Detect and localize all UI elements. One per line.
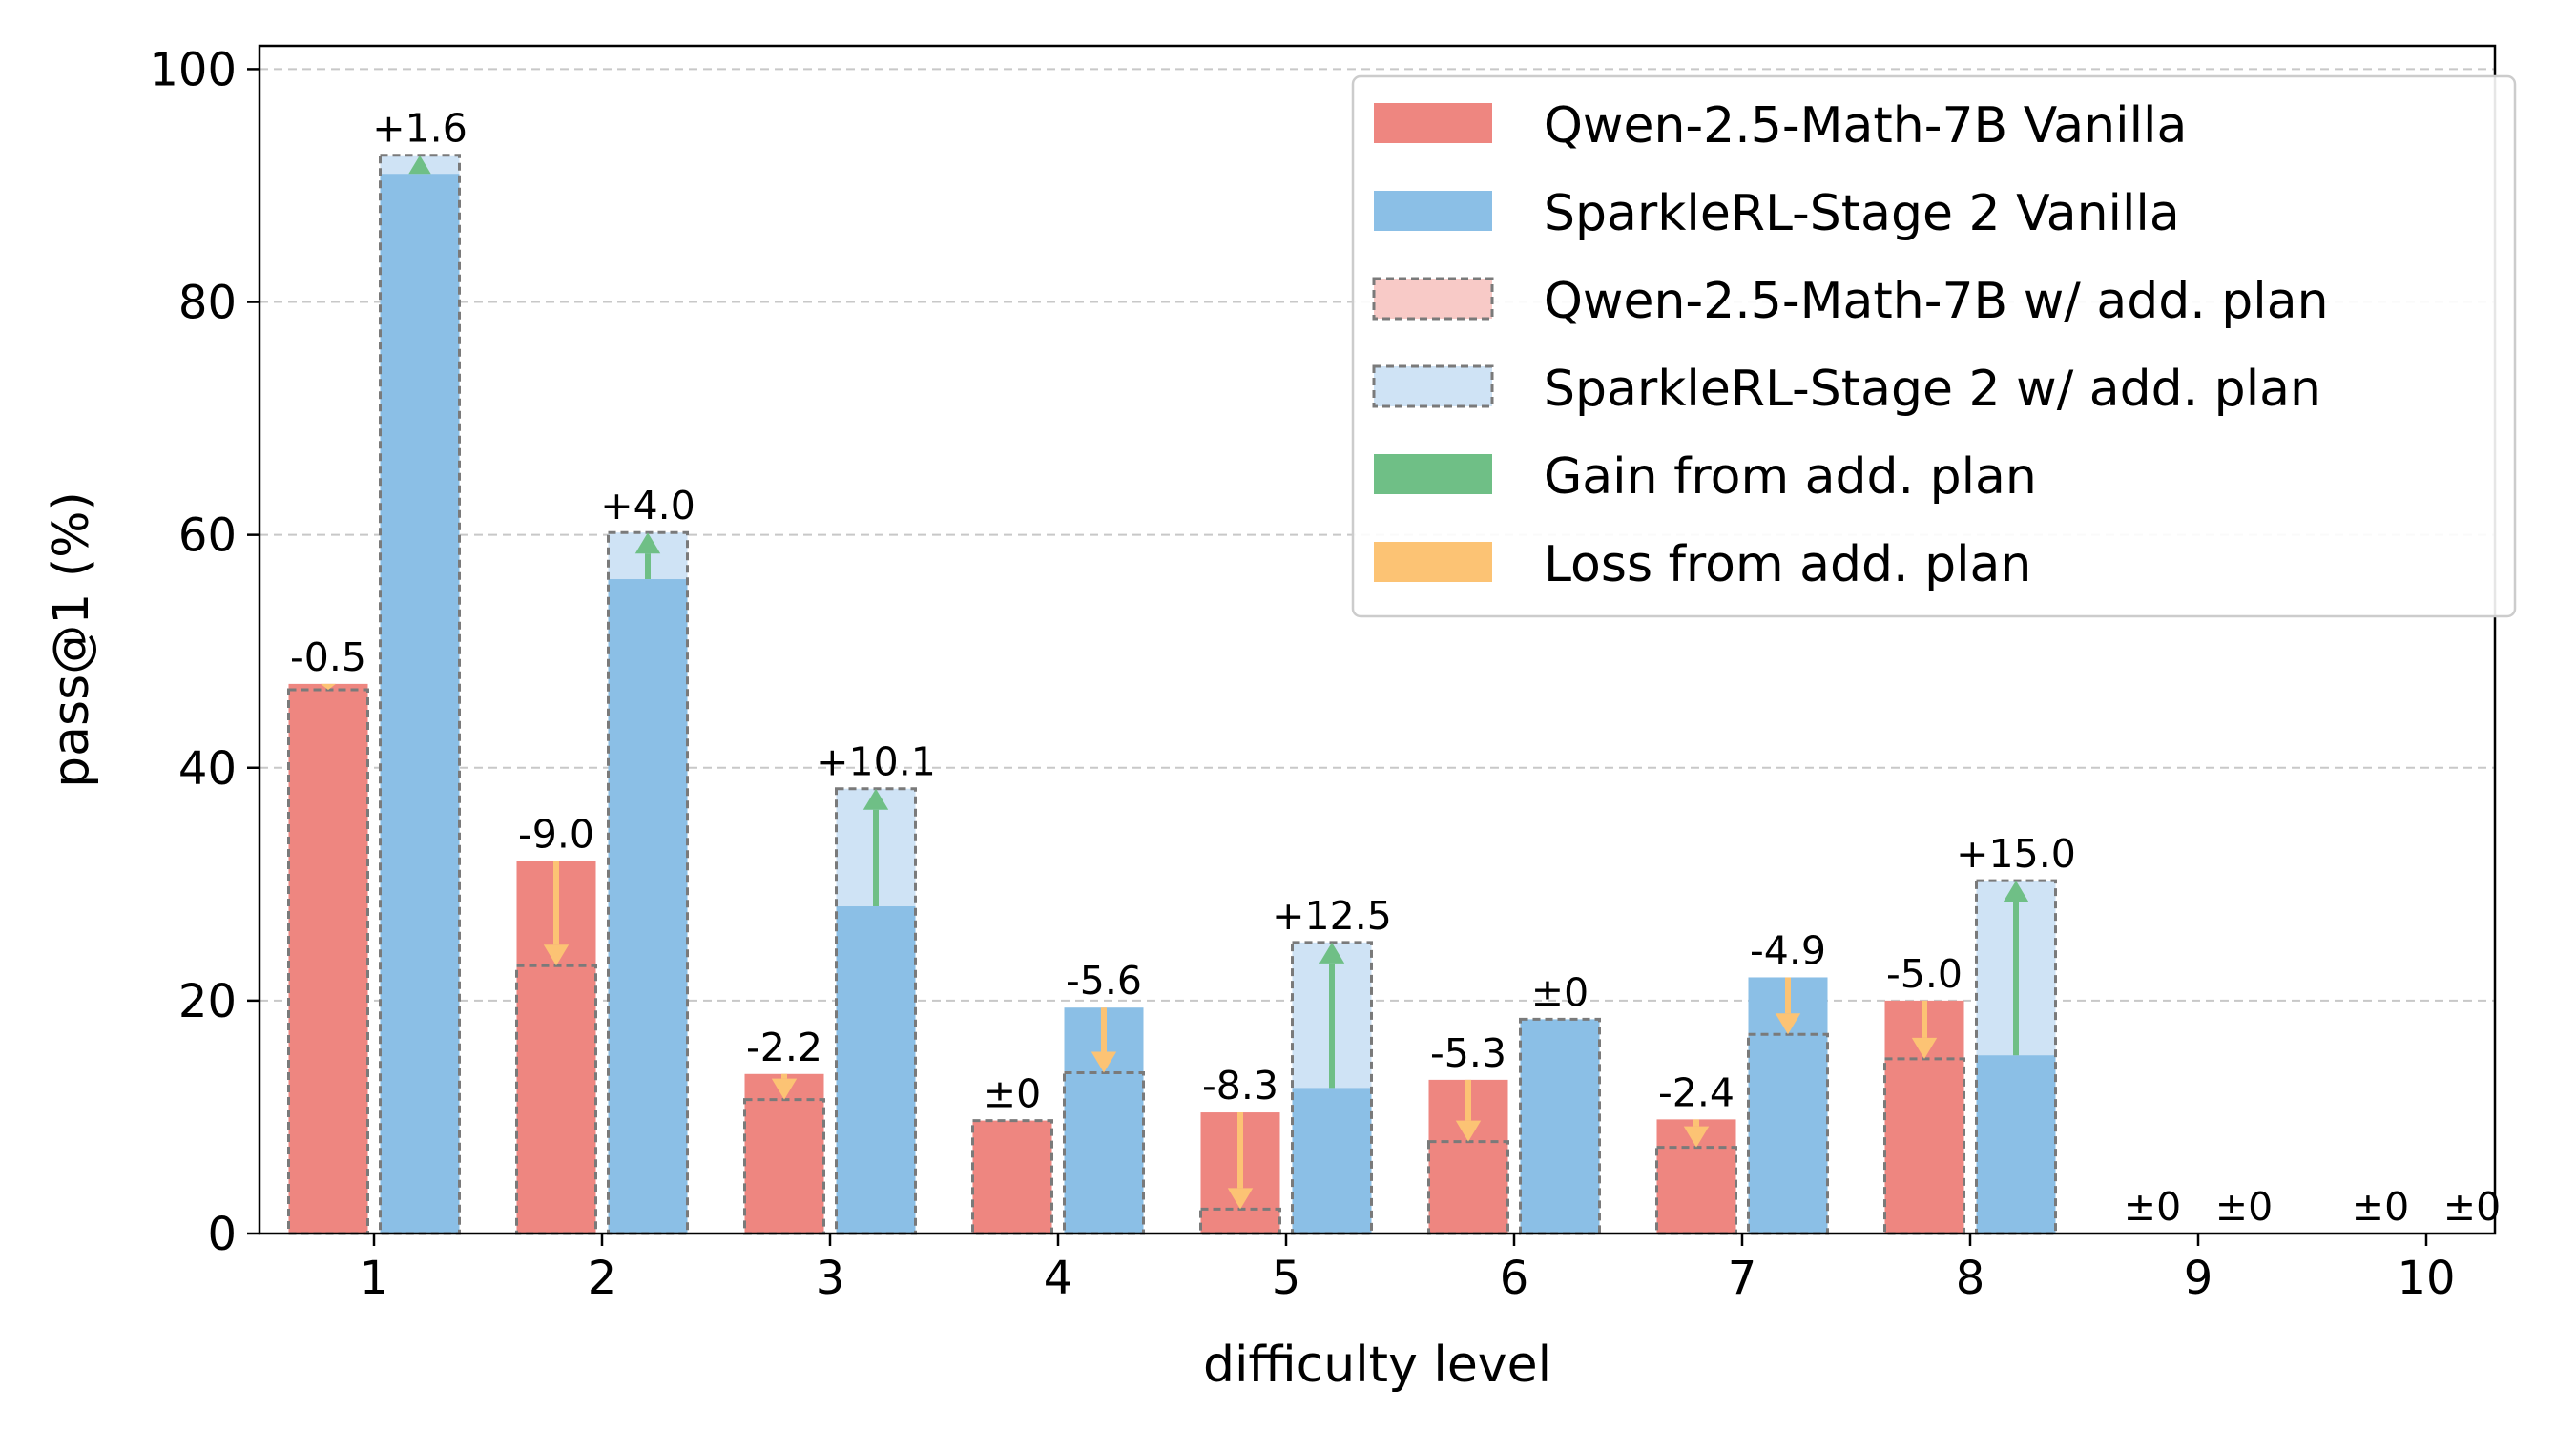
sparkle-delta-label: ±0: [2215, 1184, 2273, 1230]
y-tick-label: 80: [178, 277, 237, 330]
sparkle-delta-label: +15.0: [1956, 831, 2076, 877]
legend-entry-label: Gain from add. plan: [1544, 448, 2037, 506]
sparkle-plan-outline: [1519, 1017, 1601, 1235]
legend-entry-label: Qwen-2.5-Math-7B w/ add. plan: [1544, 273, 2329, 330]
loss-arrow-head: [771, 1078, 798, 1100]
legend-swatch-gain: [1374, 454, 1492, 494]
sparkle-delta-label: +12.5: [1272, 893, 1392, 939]
y-tick-label: 60: [178, 509, 237, 563]
legend-swatch-sparkle-vanilla: [1374, 191, 1492, 231]
qwen-delta-label: -5.3: [1430, 1030, 1506, 1076]
qwen-vanilla-bar: [288, 683, 368, 1234]
legend-entry-label: SparkleRL-Stage 2 w/ add. plan: [1544, 361, 2321, 418]
sparkle-delta-label: ±0: [1531, 969, 1589, 1015]
sparkle-delta-label: +1.6: [372, 106, 467, 152]
legend-entry-label: Loss from add. plan: [1544, 536, 2031, 593]
qwen-delta-label: -2.4: [1658, 1069, 1735, 1115]
sparkle-vanilla-bar: [1520, 1019, 1600, 1234]
x-tick-label: 6: [1500, 1252, 1529, 1305]
loss-arrow-head: [1911, 1037, 1938, 1059]
x-tick-label: 3: [816, 1252, 845, 1305]
qwen-delta-label: -9.0: [518, 811, 594, 857]
gain-arrow-head: [408, 155, 431, 175]
delta-labels: -0.5 +1.6 -9.0 +4.0 -2.2 +10.1 ±0 -5.6 -8.3 +12.5…: [290, 106, 2501, 1230]
loss-arrow-head: [1455, 1120, 1482, 1142]
loss-arrow-head: [543, 944, 570, 966]
legend-swatch-loss: [1374, 542, 1492, 582]
x-tick-label: 2: [588, 1252, 617, 1305]
y-axis-label: pass@1 (%): [43, 491, 100, 788]
y-tick-label: 100: [149, 43, 237, 96]
sparkle-vanilla-bar: [608, 579, 688, 1234]
x-tick-label: 1: [360, 1252, 389, 1305]
sparkle-vanilla-bar: [1292, 1088, 1372, 1234]
gain-arrow-head: [862, 788, 889, 810]
legend-entry-label: SparkleRL-Stage 2 Vanilla: [1544, 185, 2180, 242]
delta-arrows: [321, 155, 2029, 1210]
sparkle-vanilla-bar: [1976, 1055, 2056, 1234]
gain-arrow-head: [634, 532, 661, 554]
qwen-delta-label: -2.2: [746, 1025, 822, 1070]
loss-arrow-head: [1775, 1013, 1801, 1035]
qwen-plan-outline: [971, 1119, 1053, 1235]
legend-swatch-qwen-plan: [1372, 277, 1494, 321]
sparkle-delta-label: -5.6: [1066, 958, 1142, 1004]
y-tick-label: 20: [178, 975, 237, 1028]
legend-frame: [1351, 74, 2517, 618]
x-axis-label: difficulty level: [1203, 1337, 1551, 1394]
legend-swatch-qwen-vanilla: [1374, 103, 1492, 143]
x-tick-label: 8: [1956, 1252, 1985, 1305]
x-tick-label: 10: [2397, 1252, 2455, 1305]
sparkle-delta-label: +4.0: [600, 483, 696, 529]
gain-arrow-head: [2003, 881, 2029, 902]
loss-arrow-head: [1091, 1051, 1117, 1073]
qwen-delta-label: ±0: [984, 1071, 1041, 1117]
plot-frame: [258, 44, 2497, 1235]
x-tick-label: 7: [1728, 1252, 1757, 1305]
sparkle-delta-label: +10.1: [816, 739, 936, 785]
qwen-vanilla-bar: [972, 1120, 1052, 1234]
qwen-delta-label: -0.5: [290, 634, 366, 680]
sparkle-delta-label: -4.9: [1750, 927, 1826, 973]
y-tick-label: 40: [178, 742, 237, 796]
legend: Qwen-2.5-Math-7B Vanilla SparkleRL-Stage …: [1351, 74, 2517, 618]
loss-arrow-head: [1227, 1188, 1254, 1210]
qwen-delta-label: -5.0: [1886, 951, 1963, 997]
x-tick-label: 9: [2184, 1252, 2213, 1305]
qwen-delta-label: ±0: [2352, 1184, 2409, 1230]
y-tick-label: 0: [207, 1208, 237, 1261]
loss-arrow-head: [1683, 1126, 1710, 1148]
sparkle-delta-label: ±0: [2443, 1184, 2501, 1230]
sparkle-vanilla-bar: [380, 174, 460, 1234]
sparkle-vanilla-bar: [836, 906, 916, 1234]
axes: 0 20 40 60 80 100 1 2 3 4 5 6 7 8 9 10: [149, 43, 2455, 1305]
loss-arrow-head: [321, 683, 336, 690]
gain-arrow-head: [1319, 942, 1345, 964]
legend-entry-label: Qwen-2.5-Math-7B Vanilla: [1544, 97, 2187, 155]
qwen-delta-label: -8.3: [1202, 1063, 1278, 1109]
legend-swatch-sparkle-plan: [1372, 364, 1494, 408]
x-tick-label: 5: [1272, 1252, 1301, 1305]
x-tick-label: 4: [1044, 1252, 1073, 1305]
qwen-delta-label: ±0: [2124, 1184, 2181, 1230]
